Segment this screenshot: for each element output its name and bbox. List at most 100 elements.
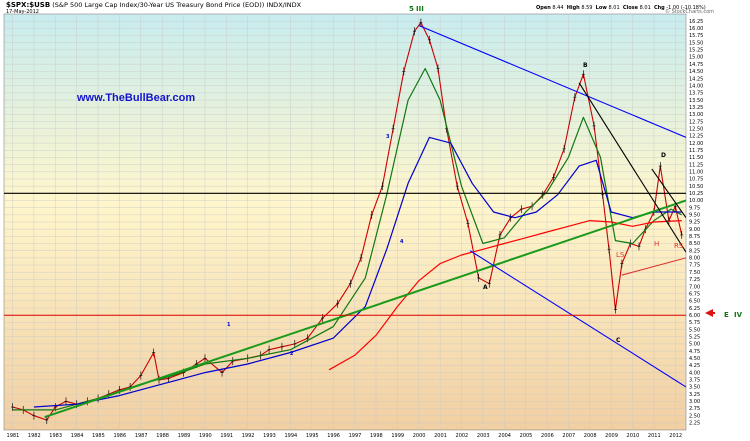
y-tick-label: 11.50 [689, 155, 703, 161]
low-label: Low [595, 5, 607, 11]
y-tick-label: 3.75 [689, 377, 700, 383]
trendline-2 [469, 250, 686, 388]
y-tick-label: 10.75 [689, 177, 703, 183]
wave-IV-label: IV [734, 311, 743, 319]
series-line-ema-20- [12, 67, 682, 411]
y-tick-label: 12.25 [689, 134, 703, 140]
series-line--spx-usb-monthly- [12, 22, 683, 421]
y-tick-label: 11.75 [689, 148, 703, 154]
low-value: 8.01 [608, 5, 620, 11]
y-tick-label: 5.25 [689, 334, 700, 340]
y-tick-label: 13.75 [689, 91, 703, 97]
y-tick-label: 6.50 [689, 299, 700, 305]
y-tick-label: 3.25 [689, 392, 700, 398]
series-layer [11, 18, 684, 424]
y-tick-label: 12.75 [689, 119, 703, 125]
wave-2-label: 2 [290, 351, 294, 357]
chart-date: 17-May-2012 [6, 9, 39, 15]
high-label: High [566, 5, 580, 11]
chg-label: Chg [653, 5, 665, 11]
y-tick-label: 2.50 [689, 413, 700, 419]
wave-E-label: E [724, 311, 729, 319]
watermark: www.TheBullBear.com [76, 92, 195, 104]
x-tick-label: 1996 [327, 433, 340, 439]
wave-B-label: B [583, 62, 588, 69]
x-tick-label: 1981 [7, 433, 20, 439]
y-tick-label: 9.25 [689, 220, 700, 226]
x-tick-label: 2011 [648, 433, 661, 439]
y-tick-label: 11.25 [689, 162, 703, 168]
y-tick-label: 16.00 [689, 26, 703, 32]
grid [4, 14, 686, 430]
y-tick-label: 15.25 [689, 48, 703, 54]
y-tick-label: 4.25 [689, 363, 700, 369]
x-tick-label: 1990 [199, 433, 212, 439]
x-tick-label: 1984 [71, 433, 84, 439]
y-tick-label: 14.00 [689, 83, 703, 89]
trendline-layer [4, 24, 686, 419]
x-tick-label: 1982 [28, 433, 41, 439]
wave-5-label: 5 [409, 5, 414, 13]
y-tick-label: 6.25 [689, 306, 700, 312]
y-tick-label: 9.50 [689, 213, 700, 219]
y-tick-label: 5.50 [689, 327, 700, 333]
y-tick-label: 6.75 [689, 291, 700, 297]
x-tick-label: 2008 [584, 433, 597, 439]
x-tick-label: 1999 [391, 433, 404, 439]
wave-1-label: 1 [227, 322, 231, 328]
x-tick-label: 2000 [413, 433, 426, 439]
wave-C-label: C [616, 337, 621, 344]
y-tick-label: 11.00 [689, 169, 703, 175]
x-tick-label: 1993 [263, 433, 276, 439]
x-tick-label: 1991 [220, 433, 233, 439]
y-tick-label: 13.00 [689, 112, 703, 118]
y-tick-label: 14.25 [689, 76, 703, 82]
x-tick-label: 1989 [178, 433, 191, 439]
wave-4-label: 4 [400, 239, 404, 245]
trendline-1 [418, 24, 686, 138]
trendline-0 [44, 199, 686, 419]
trendline-3 [578, 82, 686, 253]
ohlc-readout: Open 8.44 High 8.59 Low 8.01 Close 8.01 … [536, 5, 706, 11]
x-tick-label: 2012 [669, 433, 682, 439]
x-tick-label: 2003 [477, 433, 490, 439]
x-tick-label: 2005 [520, 433, 533, 439]
y-tick-label: 2.75 [689, 406, 700, 412]
y-tick-label: 8.50 [689, 241, 700, 247]
y-tick-label: 14.75 [689, 62, 703, 68]
arrow-left-icon [705, 309, 713, 317]
trendline-7 [621, 257, 686, 276]
chart-description: (S&P 500 Large Cap Index/30-Year US Trea… [52, 1, 302, 9]
x-tick-label: 2004 [498, 433, 511, 439]
y-tick-label: 3.50 [689, 385, 700, 391]
h-label: H [654, 240, 659, 248]
y-tick-label: 6.00 [689, 313, 700, 319]
close-value: 8.01 [639, 5, 651, 11]
chart-symbol: $SPX:$USB [6, 1, 51, 9]
x-tick-label: 2010 [627, 433, 640, 439]
rs-label: RS [674, 242, 684, 250]
wave-A-label: A [483, 284, 488, 291]
x-tick-label: 2006 [541, 433, 554, 439]
wave-3-label: 3 [386, 134, 390, 140]
wave-III-label: III [416, 5, 424, 13]
chart-title: $SPX:$USB (S&P 500 Large Cap Index/30-Ye… [6, 1, 301, 9]
x-tick-label: 2007 [562, 433, 575, 439]
x-tick-label: 1988 [156, 433, 169, 439]
open-label: Open [536, 5, 551, 11]
y-tick-label: 7.00 [689, 284, 700, 290]
x-tick-label: 2009 [605, 433, 618, 439]
y-tick-label: 13.50 [689, 98, 703, 104]
y-tick-label: 9.75 [689, 205, 700, 211]
y-tick-label: 10.25 [689, 191, 703, 197]
y-axis-labels: 2.25 2.502.753.003.253.50 3.754.004.254.50… [689, 19, 703, 427]
y-tick-label: 9.00 [689, 227, 700, 233]
y-tick-label: 15.50 [689, 40, 703, 46]
y-tick-label: 16.25 [689, 19, 703, 25]
x-tick-label: 1983 [49, 433, 62, 439]
y-tick-label: 10.50 [689, 184, 703, 190]
x-tick-label: 1986 [113, 433, 126, 439]
x-tick-label: 2001 [434, 433, 447, 439]
close-label: Close [622, 5, 639, 11]
